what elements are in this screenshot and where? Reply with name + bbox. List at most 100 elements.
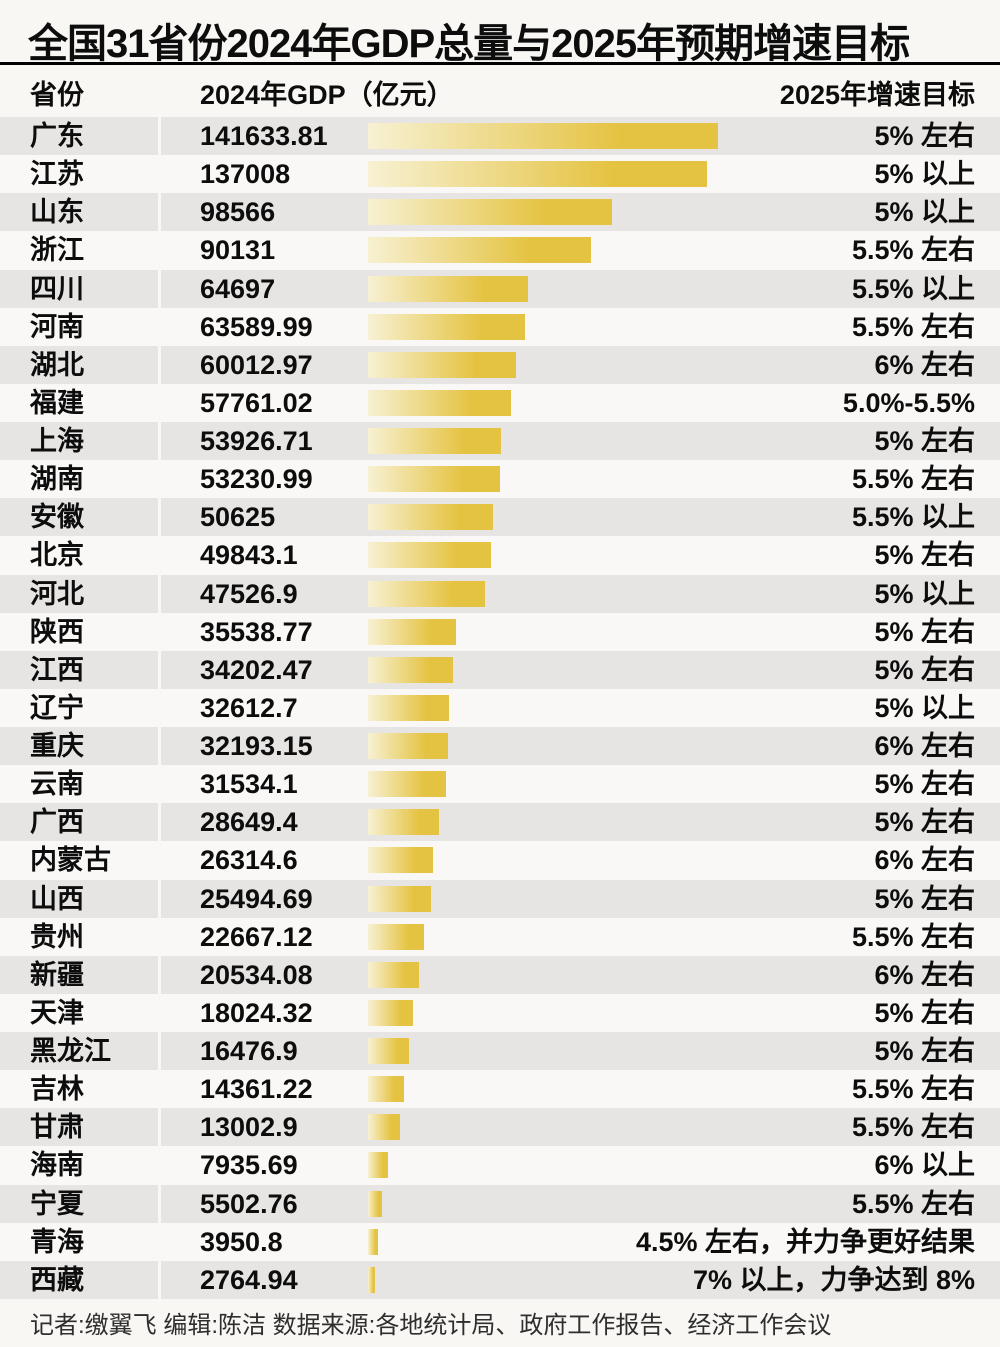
growth-target: 5.5% 左右 [851,1188,975,1219]
province-label: 海南 [30,1150,84,1181]
table-row: 吉林 14361.22 5.5% 左右 [0,1070,1000,1109]
province-label: 四川 [30,273,84,304]
growth-target: 5.5% 左右 [851,235,975,266]
gdp-bar [368,161,707,188]
gdp-value: 31534.1 [200,769,298,800]
growth-target: 5.5% 左右 [851,311,975,342]
table-row: 福建 57761.02 5.0%-5.5% [0,383,1000,422]
province-label: 湖北 [30,349,84,380]
gdp-value: 26314.6 [200,845,298,876]
table-row: 辽宁 32612.7 5% 以上 [0,688,1000,727]
gdp-value: 3950.8 [200,1226,283,1257]
growth-target: 6% 左右 [874,349,975,380]
table-row: 云南 31534.1 5% 左右 [0,765,1000,804]
gdp-bar [368,1228,378,1255]
province-label: 广东 [30,121,84,151]
gdp-bar [368,351,517,378]
growth-target: 5% 左右 [874,426,975,456]
province-label: 宁夏 [30,1188,84,1219]
gdp-bar [368,313,526,340]
growth-target: 5% 以上 [874,159,975,190]
growth-target: 6% 以上 [874,1150,975,1181]
growth-target: 5% 以上 [874,692,975,723]
province-label: 青海 [30,1226,84,1257]
chart-rows: 广东 141633.81 5% 左右 江苏 137008 5% 以上 山东 98566 5% 以… [0,117,1000,1299]
gdp-bar [368,1190,382,1217]
table-row: 青海 3950.8 4.5% 左右，并力争更好结果 [0,1222,1000,1261]
province-label: 安徽 [30,502,84,533]
growth-target: 6% 左右 [874,731,975,761]
province-label: 广西 [30,807,84,838]
table-row: 广西 28649.4 5% 左右 [0,803,1000,842]
gdp-bar [368,428,502,454]
col-header-province: 省份 [30,80,84,110]
gdp-bar [368,1076,404,1103]
province-label: 陕西 [30,616,84,647]
table-row: 重庆 32193.15 6% 左右 [0,727,1000,766]
gdp-bar [368,123,718,149]
province-label: 北京 [30,540,84,571]
table-row: 陕西 35538.77 5% 左右 [0,612,1000,651]
table-row: 山西 25494.69 5% 左右 [0,879,1000,918]
province-label: 上海 [30,426,84,456]
growth-target: 5% 左右 [874,1036,975,1066]
table-row: 天津 18024.32 5% 左右 [0,993,1000,1032]
province-label: 湖南 [30,464,84,495]
gdp-value: 28649.4 [200,807,298,838]
title-divider [0,62,1000,65]
gdp-bar [368,1038,409,1064]
growth-target: 5.5% 左右 [851,1074,975,1105]
gdp-bar [368,961,419,988]
gdp-bar [368,733,448,759]
page-title: 全国31省份2024年GDP总量与2025年预期增速目标 [28,22,910,66]
gdp-value: 64697 [200,273,276,304]
growth-target: 5% 左右 [874,769,975,800]
gdp-value: 14361.22 [200,1074,313,1105]
gdp-value: 50625 [200,502,276,533]
growth-target: 5.5% 以上 [851,273,975,304]
growth-target: 5% 左右 [874,807,975,838]
table-row: 安徽 50625 5.5% 以上 [0,498,1000,537]
table-row: 宁夏 5502.76 5.5% 左右 [0,1184,1000,1223]
growth-target: 4.5% 左右，并力争更好结果 [635,1226,975,1257]
gdp-value: 32612.7 [200,692,298,723]
gdp-bar [368,199,612,226]
gdp-bar [368,1114,401,1141]
gdp-value: 18024.32 [200,997,313,1028]
province-label: 福建 [30,387,84,418]
table-row: 广东 141633.81 5% 左右 [0,117,1000,156]
table-row: 湖南 53230.99 5.5% 左右 [0,460,1000,499]
gdp-bar [368,771,446,798]
province-label: 甘肃 [30,1112,84,1143]
gdp-bar [368,1266,375,1293]
col-header-target: 2025年增速目标 [779,80,975,110]
growth-target: 5% 左右 [874,883,975,914]
table-row: 上海 53926.71 5% 左右 [0,422,1000,461]
province-label: 江西 [30,654,84,685]
gdp-value: 49843.1 [200,540,298,571]
gdp-bar [368,580,486,607]
table-row: 河南 63589.99 5.5% 左右 [0,307,1000,346]
gdp-value: 47526.9 [200,578,298,609]
gdp-bar [368,923,424,950]
growth-target: 5% 左右 [874,540,975,571]
col-header-gdp: 2024年GDP（亿元） [200,80,454,110]
gdp-value: 60012.97 [200,349,313,380]
gdp-value: 25494.69 [200,883,313,914]
gdp-value: 35538.77 [200,616,313,647]
growth-target: 5% 左右 [874,654,975,685]
gdp-value: 22667.12 [200,921,313,952]
gdp-bar [368,999,413,1026]
province-label: 天津 [30,997,84,1028]
growth-target: 5% 以上 [874,197,975,228]
gdp-bar [368,809,439,836]
province-label: 黑龙江 [30,1036,111,1066]
gdp-bar [368,656,453,683]
gdp-value: 7935.69 [200,1150,298,1181]
gdp-value: 63589.99 [200,311,313,342]
gdp-value: 57761.02 [200,387,313,418]
table-row: 贵州 22667.12 5.5% 左右 [0,917,1000,956]
gdp-bar [368,1152,388,1179]
growth-target: 5% 左右 [874,121,975,151]
